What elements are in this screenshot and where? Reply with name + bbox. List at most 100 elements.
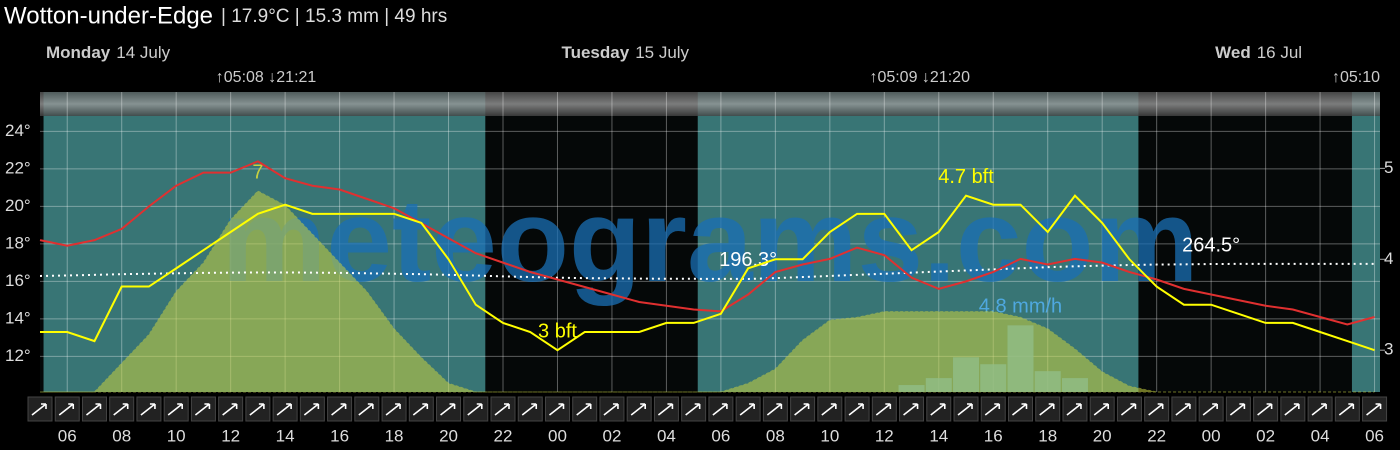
- wind-arrow: [1307, 396, 1333, 422]
- wind-arrow: [327, 396, 353, 422]
- wind-arrow: [1089, 396, 1115, 422]
- y-tick-label: 22°: [5, 158, 31, 177]
- wind-arrow-glyph: [31, 403, 47, 416]
- wind-arrow: [762, 396, 788, 422]
- wind-arrow-glyph: [903, 403, 919, 416]
- wind-direction-line: [39, 262, 1375, 280]
- wind-arrow-glyph: [739, 403, 755, 416]
- x-tick-label: 12: [221, 426, 240, 445]
- wind-arrow-glyph: [1175, 403, 1191, 416]
- y-tick-label: 14°: [5, 308, 31, 327]
- wind-arrow: [980, 396, 1006, 422]
- x-tick-label: 06: [711, 426, 730, 445]
- day-name: Wed: [1215, 43, 1251, 62]
- wind-arrow-glyph: [58, 403, 75, 416]
- wind-arrow-box: [653, 396, 679, 422]
- wind-arrow: [354, 396, 380, 422]
- value-label: 7: [252, 161, 263, 183]
- wind-arrow: [1007, 396, 1033, 422]
- wind-arrow-glyph: [467, 403, 483, 416]
- watermark: meteograms.com: [221, 175, 1198, 307]
- wind-arrow-glyph: [385, 403, 401, 416]
- x-tick-label: 10: [167, 426, 186, 445]
- wind-arrow: [163, 396, 189, 422]
- wind-arrow: [735, 396, 761, 422]
- wind-arrow-box: [817, 396, 843, 422]
- wind-arrow-glyph: [1120, 403, 1137, 416]
- wind-arrow-box: [844, 396, 870, 422]
- wind-arrow: [517, 396, 543, 422]
- wind-arrow: [1171, 396, 1197, 422]
- wind-arrow-glyph: [630, 403, 646, 416]
- x-tick-label: 18: [385, 426, 404, 445]
- x-tick-label: 06: [58, 426, 77, 445]
- x-tick-label: 08: [112, 426, 131, 445]
- cloud-band: [40, 92, 1380, 116]
- y-tick-label: 24°: [5, 121, 31, 140]
- wind-arrow-glyph: [712, 403, 728, 416]
- series-line: [39, 160, 1375, 326]
- wind-arrow-glyph: [1066, 403, 1082, 416]
- y2-tick-label: 3: [1384, 340, 1393, 359]
- x-tick-label: 00: [548, 426, 567, 445]
- x-tick-label: 22: [494, 426, 513, 445]
- wind-arrow: [299, 396, 325, 422]
- wind-arrow: [790, 396, 816, 422]
- wind-arrow-glyph: [1011, 403, 1028, 416]
- day-name: Monday: [46, 43, 111, 62]
- wind-arrow-glyph: [249, 403, 265, 416]
- summary: | 17.9°C | 15.3 mm | 49 hrs: [221, 6, 447, 27]
- x-tick-label: 18: [1038, 426, 1057, 445]
- wind-arrow: [899, 396, 925, 422]
- wind-arrow: [109, 396, 135, 422]
- wind-arrow-glyph: [494, 403, 510, 416]
- wind-arrow: [27, 396, 53, 422]
- wind-arrow-box: [980, 396, 1006, 422]
- uv-area: [40, 190, 1375, 393]
- wind-arrow-glyph: [85, 403, 102, 416]
- wind-arrow: [544, 396, 570, 422]
- wind-arrow-glyph: [875, 403, 892, 416]
- wind-arrow: [136, 396, 162, 422]
- x-tick-label: 08: [766, 426, 785, 445]
- wind-arrow: [1035, 396, 1061, 422]
- value-label: 4.7 bft: [938, 166, 994, 188]
- wind-arrow: [1225, 396, 1251, 422]
- wind-arrow-glyph: [1039, 403, 1055, 416]
- x-tick-label: 14: [929, 426, 948, 445]
- wind-arrow-glyph: [440, 403, 456, 416]
- series-line: [40, 194, 1375, 352]
- y-tick-label: 12°: [5, 346, 31, 365]
- wind-arrow: [1334, 396, 1360, 422]
- value-label: 196.3°: [719, 249, 777, 271]
- wind-arrow: [844, 396, 870, 422]
- wind-arrow-box: [190, 396, 216, 422]
- x-tick-label: 20: [439, 426, 458, 445]
- day-date: 15 July: [635, 43, 689, 62]
- wind-arrow-glyph: [821, 403, 837, 416]
- wind-arrow-box: [899, 396, 925, 422]
- wind-arrow: [1280, 396, 1306, 422]
- x-tick-label: 16: [984, 426, 1003, 445]
- wind-arrow-glyph: [276, 403, 292, 416]
- wind-arrow: [81, 396, 107, 422]
- wind-arrow: [572, 396, 598, 422]
- daylight: [1351, 92, 1380, 392]
- x-tick-label: 04: [657, 426, 676, 445]
- x-tick-label: 02: [602, 426, 621, 445]
- wind-arrow-glyph: [358, 403, 374, 416]
- x-tick-label: 16: [330, 426, 349, 445]
- wind-arrow: [1362, 396, 1388, 422]
- day-label: Wed 16 Jul: [1215, 43, 1302, 62]
- wind-arrow-glyph: [521, 403, 538, 416]
- wind-arrow-glyph: [1229, 403, 1246, 416]
- wind-arrow: [245, 396, 271, 422]
- wind-arrow-glyph: [576, 403, 592, 416]
- x-tick-label: 20: [1093, 426, 1112, 445]
- wind-arrow: [54, 396, 80, 422]
- wind-arrow-glyph: [1202, 403, 1218, 416]
- wind-arrow-glyph: [1148, 403, 1164, 416]
- location-title: Wotton-under-Edge: [4, 2, 213, 29]
- wind-arrow: [463, 396, 489, 422]
- y2-tick-label: 4: [1384, 249, 1393, 268]
